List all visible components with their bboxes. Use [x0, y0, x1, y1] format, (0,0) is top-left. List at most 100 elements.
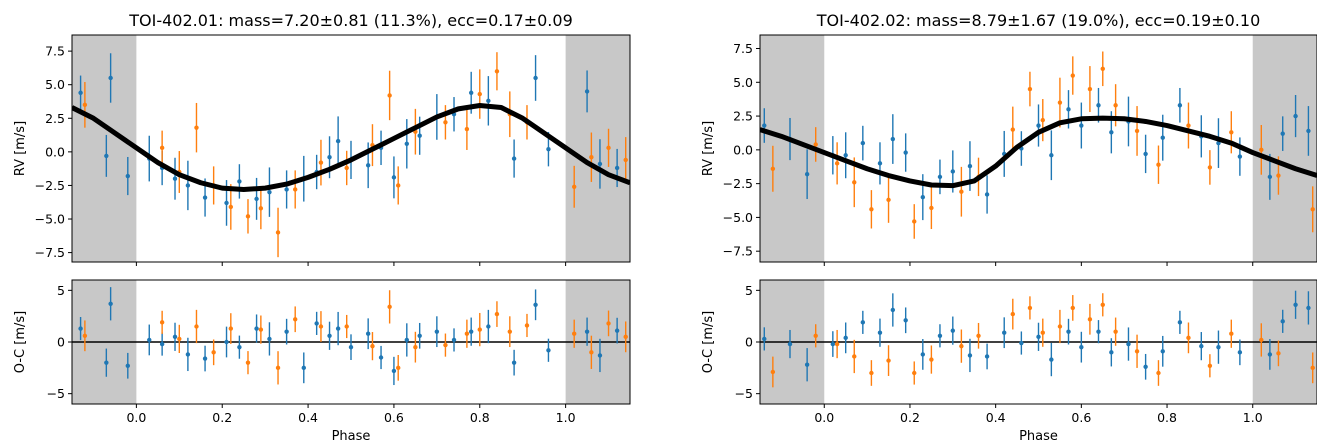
data-point: [335, 326, 341, 331]
x-tick-label: 0.2: [900, 410, 920, 425]
y-tick-label: 0.0: [733, 142, 753, 157]
y-tick-label: −5.0: [35, 212, 65, 227]
plot-area: [72, 280, 630, 404]
data-point: [937, 174, 943, 180]
data-point: [293, 317, 298, 322]
data-point: [391, 368, 397, 374]
data-point: [224, 200, 229, 206]
data-point: [275, 230, 281, 235]
data-point: [172, 334, 178, 340]
data-point: [477, 91, 482, 97]
data-point: [301, 365, 306, 371]
data-point: [903, 150, 908, 155]
data-point: [1216, 344, 1221, 350]
data-point: [202, 195, 208, 200]
data-point: [228, 204, 234, 210]
y-tick-label: 5.0: [733, 75, 753, 90]
data-point: [1267, 174, 1273, 180]
data-point: [1143, 151, 1148, 157]
data-point: [159, 341, 165, 347]
y-tick-label: 5.0: [45, 77, 65, 92]
data-point: [1087, 86, 1093, 92]
data-point: [1276, 351, 1281, 356]
data-point: [877, 330, 883, 335]
y-tick-label: −7.5: [723, 244, 753, 259]
data-point: [623, 334, 628, 340]
data-point: [843, 153, 848, 158]
data-point: [572, 331, 577, 336]
data-point: [284, 329, 289, 334]
data-point: [937, 333, 943, 338]
data-point: [606, 321, 611, 326]
data-point: [318, 324, 324, 329]
data-point: [202, 356, 208, 361]
data-point: [1160, 135, 1165, 140]
data-point: [486, 98, 491, 104]
data-point: [82, 102, 88, 108]
data-point: [293, 187, 298, 192]
y-tick-label: −2.5: [35, 178, 65, 193]
x-axis-label: Phase: [1019, 429, 1058, 444]
y-tick-label: 2.5: [733, 109, 753, 124]
y-tick-label: 0.0: [45, 144, 65, 159]
data-point: [1040, 117, 1045, 123]
data-point: [1002, 330, 1007, 335]
data-point: [237, 179, 242, 184]
data-point: [185, 352, 191, 357]
data-point: [959, 189, 964, 194]
data-point: [1057, 324, 1063, 329]
data-point: [804, 171, 810, 177]
data-point: [1280, 131, 1285, 136]
data-point: [762, 123, 767, 128]
data-point: [451, 337, 457, 343]
data-point: [546, 146, 551, 152]
data-point: [1010, 127, 1015, 132]
data-point: [597, 353, 603, 358]
data-point: [834, 341, 840, 347]
data-point: [1306, 128, 1311, 134]
x-tick-label: 1.0: [556, 410, 576, 425]
data-point: [1070, 305, 1075, 311]
data-point: [1079, 344, 1084, 350]
data-point: [387, 304, 392, 310]
data-point: [511, 156, 517, 161]
x-axis-label: Phase: [332, 429, 371, 444]
data-point: [1049, 357, 1054, 362]
data-point: [597, 161, 603, 167]
data-point: [813, 333, 818, 338]
data-point: [1186, 123, 1191, 128]
model-curve: [760, 115, 1317, 189]
data-point: [318, 160, 324, 165]
x-tick-label: 1.0: [1243, 410, 1263, 425]
data-point: [365, 163, 371, 168]
data-point: [78, 326, 83, 331]
data-point: [344, 324, 349, 329]
data-point: [237, 344, 242, 350]
data-point: [1109, 130, 1114, 135]
data-point: [387, 93, 392, 98]
data-point: [159, 145, 165, 151]
y-axis-label: RV [m/s]: [13, 121, 28, 176]
data-point: [572, 184, 577, 189]
data-point: [194, 324, 199, 329]
data-point: [1160, 349, 1165, 354]
data-point: [1199, 343, 1204, 349]
data-point: [1027, 305, 1033, 311]
data-point: [194, 125, 199, 130]
data-point: [929, 205, 934, 211]
model-curve: [72, 103, 630, 192]
data-point: [1113, 103, 1118, 108]
data-point: [1070, 73, 1075, 78]
data-point: [869, 207, 874, 212]
data-point: [886, 197, 891, 203]
data-point: [1019, 340, 1024, 346]
plot-area: [72, 35, 630, 262]
data-point: [1237, 154, 1243, 159]
data-point: [1027, 86, 1033, 92]
data-point: [589, 155, 594, 160]
data-point: [211, 350, 216, 355]
data-point: [417, 333, 422, 338]
data-point: [584, 89, 590, 94]
data-point: [852, 180, 857, 185]
data-point: [830, 341, 836, 347]
